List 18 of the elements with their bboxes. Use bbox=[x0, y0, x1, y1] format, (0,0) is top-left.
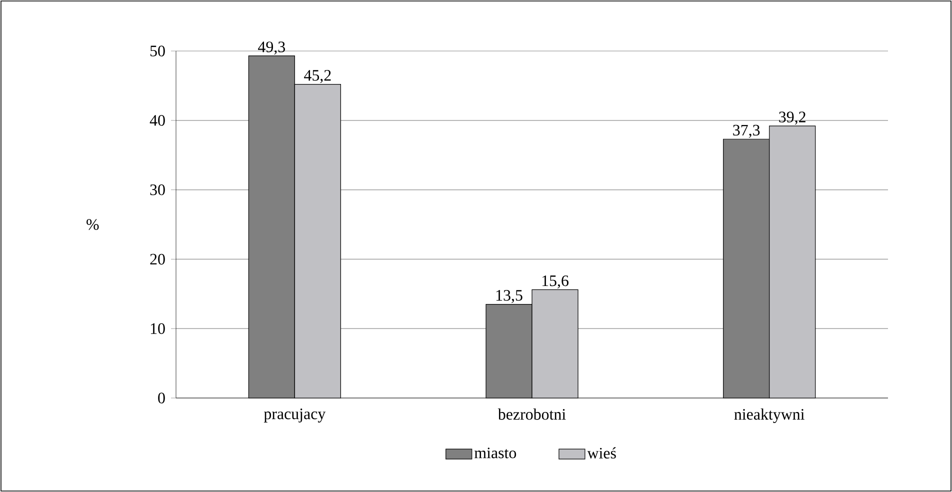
data-label: 15,6 bbox=[542, 275, 568, 288]
y-tick-label: 0 bbox=[158, 392, 165, 404]
y-tick-label: 30 bbox=[150, 184, 165, 196]
data-label: 49,3 bbox=[258, 42, 285, 55]
y-tick-label: 20 bbox=[150, 254, 165, 265]
y-tick-label: 10 bbox=[150, 323, 165, 334]
data-label: 45,2 bbox=[304, 70, 331, 84]
legend-label: wieś bbox=[587, 447, 616, 459]
x-tick-label: pracujacy bbox=[264, 408, 326, 423]
data-label: 37,3 bbox=[733, 124, 760, 138]
data-label: 39,2 bbox=[779, 112, 806, 125]
legend-label: miasto bbox=[474, 448, 516, 458]
data-label: 13,5 bbox=[496, 290, 522, 304]
x-tick-label: bezrobotni bbox=[498, 408, 566, 420]
y-tick-label: 40 bbox=[150, 115, 165, 126]
x-tick-label: nieaktywni bbox=[734, 408, 804, 424]
y-tick-label: 50 bbox=[150, 46, 165, 56]
y-axis-title: % bbox=[86, 219, 99, 230]
